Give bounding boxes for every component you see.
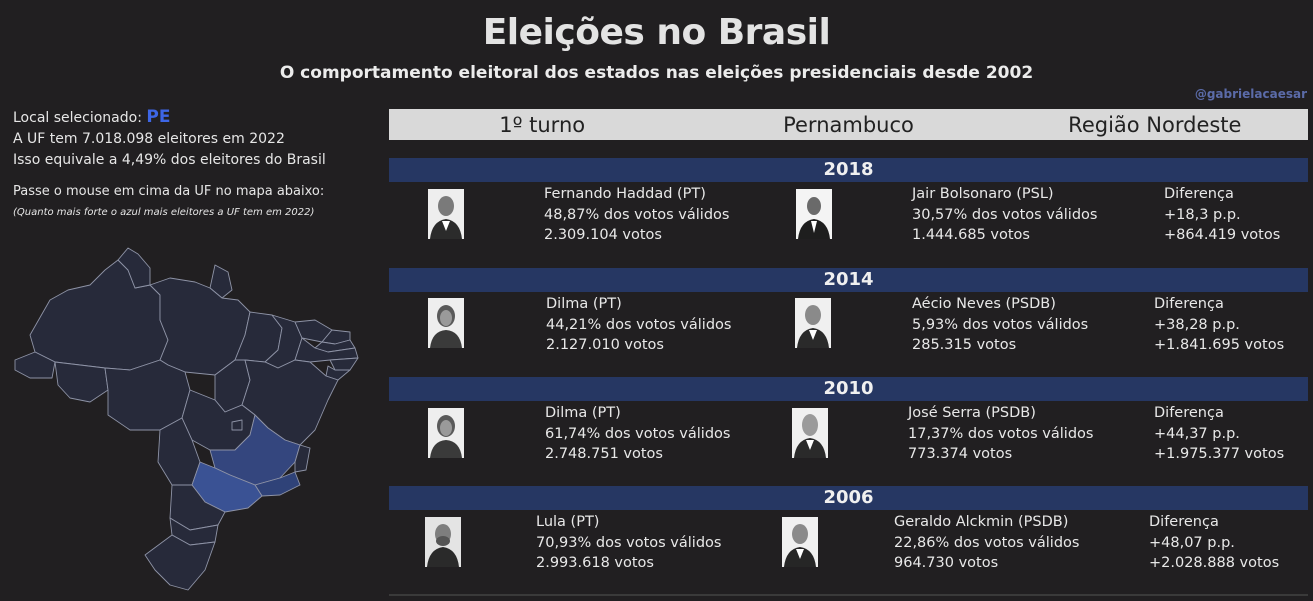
state-mt[interactable] xyxy=(104,359,191,431)
candidate-photo-dilma xyxy=(428,408,464,458)
diff-votes: +864.419 votos xyxy=(1164,227,1281,243)
winner-info-2010: Dilma (PT) 61,74% dos votos válidos 2.74… xyxy=(545,403,730,465)
diff-info-2018: Diferença +18,3 p.p. +864.419 votos xyxy=(1164,184,1280,246)
filter-bar: 1º turno Pernambuco Região Nordeste xyxy=(389,109,1308,140)
filter-state[interactable]: Pernambuco xyxy=(783,112,914,137)
runner-name: José Serra (PSDB) xyxy=(908,405,1036,421)
runner-info-2006: Geraldo Alckmin (PSDB) 22,86% dos votos … xyxy=(894,512,1079,574)
diff-label: Diferença xyxy=(1154,296,1224,312)
runner-info-2014: Aécio Neves (PSDB) 5,93% dos votos válid… xyxy=(912,294,1088,356)
candidate-photo-aecio xyxy=(795,298,831,348)
diff-label: Diferença xyxy=(1154,405,1224,421)
year-header-2010: 2010 xyxy=(389,377,1308,401)
winner-votes: 2.748.751 votos xyxy=(545,446,663,462)
state-al[interactable] xyxy=(329,357,359,371)
winner-info-2014: Dilma (PT) 44,21% dos votos válidos 2.12… xyxy=(546,294,731,356)
diff-pp: +38,28 p.p. xyxy=(1154,316,1240,333)
runner-pct: 22,86% dos votos válidos xyxy=(894,534,1080,551)
diff-pp: +18,3 p.p. xyxy=(1164,206,1241,223)
runner-votes: 964.730 votos xyxy=(894,555,999,571)
selected-uf: PE xyxy=(146,107,171,127)
winner-name: Lula (PT) xyxy=(536,514,600,530)
diff-votes: +1.975.377 votos xyxy=(1154,446,1285,462)
state-ac[interactable] xyxy=(14,351,56,379)
runner-pct: 5,93% dos votos válidos xyxy=(912,316,1089,333)
divider xyxy=(389,594,1308,596)
winner-info-2006: Lula (PT) 70,93% dos votos válidos 2.993… xyxy=(536,512,721,574)
state-rs[interactable] xyxy=(144,534,216,591)
runner-votes: 773.374 votos xyxy=(908,446,1013,462)
diff-info-2014: Diferença +38,28 p.p. +1.841.695 votos xyxy=(1154,294,1284,356)
filter-round[interactable]: 1º turno xyxy=(499,112,586,137)
candidate-photo-serra xyxy=(792,408,828,458)
state-df[interactable] xyxy=(231,419,243,431)
winner-name: Dilma (PT) xyxy=(546,296,622,312)
candidate-photo-bolsonaro xyxy=(796,189,832,239)
runner-info-2018: Jair Bolsonaro (PSL) 30,57% dos votos vá… xyxy=(912,184,1097,246)
winner-pct: 61,74% dos votos válidos xyxy=(545,425,731,442)
runner-name: Aécio Neves (PSDB) xyxy=(912,296,1056,312)
state-ro[interactable] xyxy=(54,361,109,403)
diff-votes: +2.028.888 votos xyxy=(1149,555,1280,571)
brazil-map[interactable] xyxy=(10,240,370,597)
candidate-photo-haddad xyxy=(428,189,464,239)
candidate-photo-dilma xyxy=(428,298,464,348)
state-se[interactable] xyxy=(325,365,351,381)
candidate-photo-alckmin xyxy=(782,517,818,567)
filter-region[interactable]: Região Nordeste xyxy=(1068,112,1242,137)
runner-name: Jair Bolsonaro (PSL) xyxy=(912,186,1054,202)
share-line: Isso equivale a 4,49% dos eleitores do B… xyxy=(13,152,326,168)
diff-pp: +48,07 p.p. xyxy=(1149,534,1235,551)
year-header-2018: 2018 xyxy=(389,158,1308,182)
winner-pct: 44,21% dos votos válidos xyxy=(546,316,732,333)
state-es[interactable] xyxy=(294,444,311,473)
year-header-2006: 2006 xyxy=(389,486,1308,510)
electors-line: A UF tem 7.018.098 eleitores em 2022 xyxy=(13,131,285,147)
page-subtitle: O comportamento eleitoral dos estados na… xyxy=(279,63,1034,83)
candidate-photo-lula xyxy=(425,517,461,567)
winner-votes: 2.127.010 votos xyxy=(546,337,664,353)
state-ap[interactable] xyxy=(209,264,233,299)
runner-pct: 17,37% dos votos válidos xyxy=(908,425,1094,442)
runner-votes: 1.444.685 votos xyxy=(912,227,1030,243)
winner-name: Fernando Haddad (PT) xyxy=(544,186,706,202)
runner-name: Geraldo Alckmin (PSDB) xyxy=(894,514,1069,530)
winner-pct: 70,93% dos votos válidos xyxy=(536,534,722,551)
winner-votes: 2.993.618 votos xyxy=(536,555,654,571)
runner-votes: 285.315 votos xyxy=(912,337,1017,353)
page-title: Eleições no Brasil xyxy=(482,12,831,53)
author-handle: @gabrielacaesar xyxy=(1194,87,1307,101)
diff-info-2006: Diferença +48,07 p.p. +2.028.888 votos xyxy=(1149,512,1279,574)
runner-info-2010: José Serra (PSDB) 17,37% dos votos válid… xyxy=(908,403,1093,465)
selected-label: Local selecionado: xyxy=(13,110,142,126)
diff-votes: +1.841.695 votos xyxy=(1154,337,1285,353)
state-rr[interactable] xyxy=(117,247,151,289)
hover-note: (Quanto mais forte o azul mais eleitores… xyxy=(13,207,315,218)
runner-pct: 30,57% dos votos válidos xyxy=(912,206,1098,223)
diff-label: Diferença xyxy=(1149,514,1219,530)
winner-pct: 48,87% dos votos válidos xyxy=(544,206,730,223)
brazil-map-svg[interactable] xyxy=(10,240,370,597)
winner-votes: 2.309.104 votos xyxy=(544,227,662,243)
diff-label: Diferença xyxy=(1164,186,1234,202)
winner-info-2018: Fernando Haddad (PT) 48,87% dos votos vá… xyxy=(544,184,729,246)
diff-info-2010: Diferença +44,37 p.p. +1.975.377 votos xyxy=(1154,403,1284,465)
year-header-2014: 2014 xyxy=(389,268,1308,292)
winner-name: Dilma (PT) xyxy=(545,405,621,421)
location-info: Local selecionado: PE A UF tem 7.018.098… xyxy=(13,107,326,171)
hover-hint: Passe o mouse em cima da UF no mapa abai… xyxy=(13,184,325,199)
diff-pp: +44,37 p.p. xyxy=(1154,425,1240,442)
